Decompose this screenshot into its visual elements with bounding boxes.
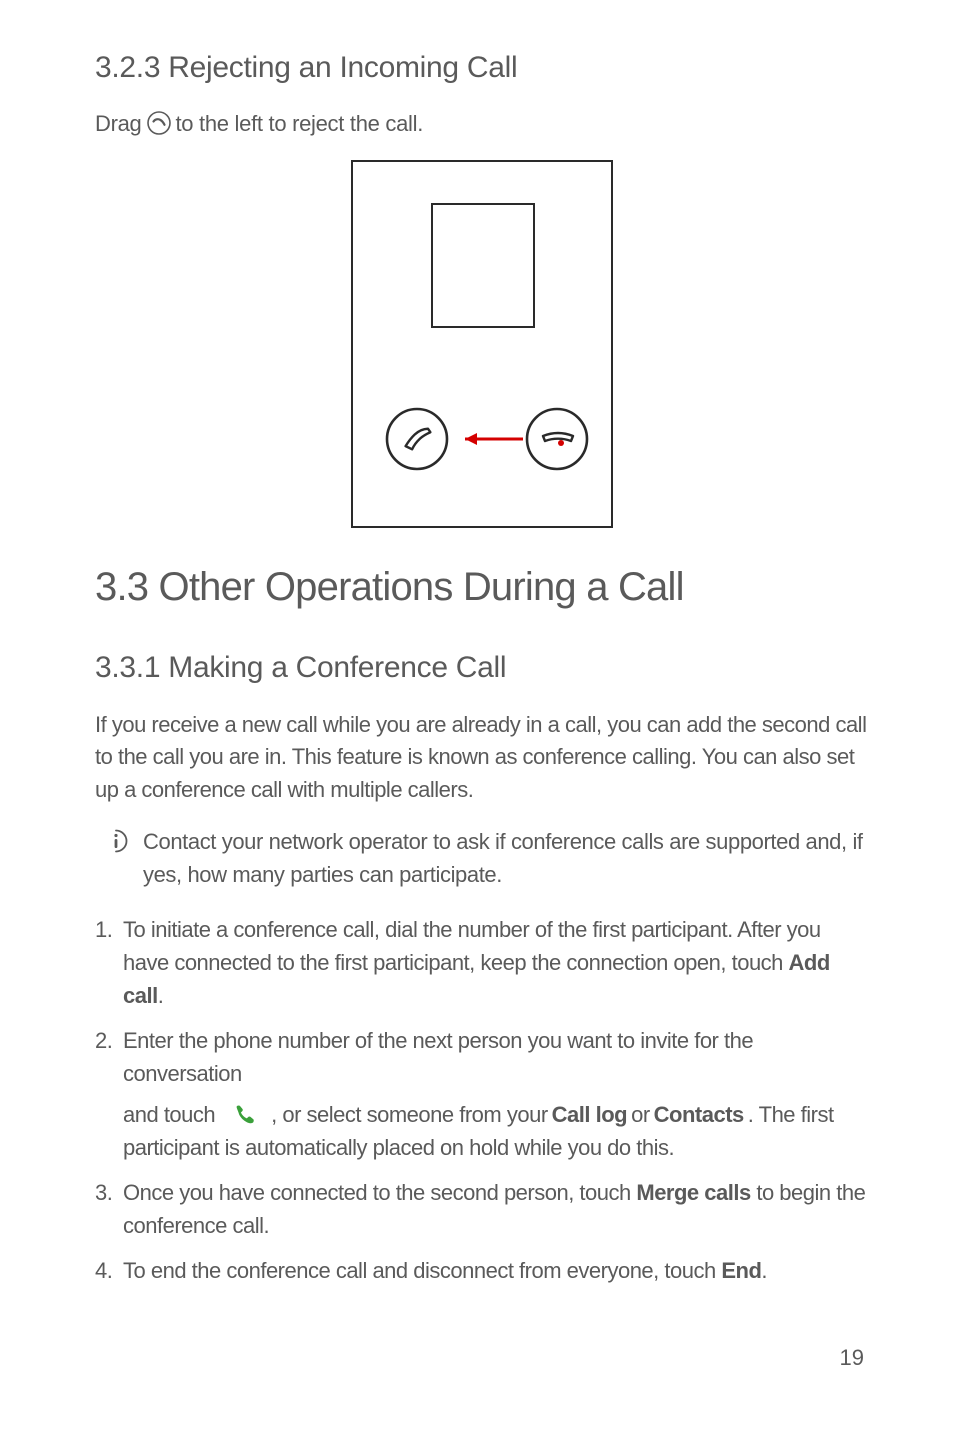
page-number: 19 bbox=[840, 1343, 864, 1373]
step-2-line1: Enter the phone number of the next perso… bbox=[123, 1024, 869, 1090]
step-4-bold: End bbox=[721, 1258, 761, 1283]
answer-circle bbox=[387, 409, 447, 469]
step-1-num: 1. bbox=[95, 913, 117, 1012]
step-1-body: To initiate a conference call, dial the … bbox=[123, 913, 869, 1012]
step-2-tail: . The first bbox=[748, 1098, 834, 1131]
conf-call-intro: If you receive a new call while you are … bbox=[95, 709, 869, 807]
step-1: 1. To initiate a conference call, dial t… bbox=[95, 913, 869, 1012]
step-4-num: 4. bbox=[95, 1254, 117, 1287]
step-3-text: Once you have connected to the second pe… bbox=[123, 1180, 636, 1205]
step-2-num: 2. bbox=[95, 1024, 117, 1164]
phone-answer-icon bbox=[405, 426, 431, 452]
step-3-bold: Merge calls bbox=[636, 1180, 750, 1205]
drag-text-post: to the left to reject the call. bbox=[176, 109, 424, 139]
phone-frame bbox=[351, 160, 613, 528]
step-2: 2. Enter the phone number of the next pe… bbox=[95, 1024, 869, 1164]
step-1-tail: . bbox=[158, 983, 164, 1008]
step-2-bold-c: Contacts bbox=[654, 1098, 744, 1131]
step-2-post: , or select someone from your bbox=[271, 1098, 548, 1131]
drag-instruction: Drag to the left to reject the call. bbox=[95, 109, 869, 139]
step-2-line2: and touch , or select someone from your … bbox=[123, 1098, 869, 1131]
step-2-mid: or bbox=[631, 1098, 650, 1131]
reject-drag-icon bbox=[146, 110, 172, 136]
step-4-text: To end the conference call and disconnec… bbox=[123, 1258, 721, 1283]
heading-3-3-1: 3.3.1 Making a Conference Call bbox=[95, 648, 869, 689]
note-row: Contact your network operator to ask if … bbox=[103, 826, 869, 891]
step-2-body: Enter the phone number of the next perso… bbox=[123, 1024, 869, 1164]
step-4-body: To end the conference call and disconnec… bbox=[123, 1254, 869, 1287]
step-3-num: 3. bbox=[95, 1176, 117, 1242]
heading-3-3: 3.3 Other Operations During a Call bbox=[95, 560, 869, 614]
step-4: 4. To end the conference call and discon… bbox=[95, 1254, 869, 1287]
reject-red-dot-icon bbox=[558, 440, 564, 446]
phone-reject-icon bbox=[543, 433, 573, 441]
step-2-pre: and touch bbox=[123, 1098, 215, 1131]
figure-svg bbox=[353, 162, 615, 530]
dial-phone-icon bbox=[231, 1102, 257, 1128]
step-1-text: To initiate a conference call, dial the … bbox=[123, 917, 821, 975]
note-info-icon bbox=[103, 828, 129, 854]
steps-list: 1. To initiate a conference call, dial t… bbox=[95, 913, 869, 1287]
heading-3-2-3: 3.2.3 Rejecting an Incoming Call bbox=[95, 48, 869, 89]
step-3: 3. Once you have connected to the second… bbox=[95, 1176, 869, 1242]
drag-text-pre: Drag bbox=[95, 109, 142, 139]
reject-call-figure bbox=[95, 160, 869, 528]
step-3-body: Once you have connected to the second pe… bbox=[123, 1176, 869, 1242]
step-4-tail: . bbox=[761, 1258, 767, 1283]
step-2-line3: participant is automatically placed on h… bbox=[123, 1131, 869, 1164]
step-2-bold-b: Call log bbox=[552, 1098, 627, 1131]
drag-arrow-head-icon bbox=[465, 433, 477, 445]
note-text: Contact your network operator to ask if … bbox=[143, 826, 869, 891]
